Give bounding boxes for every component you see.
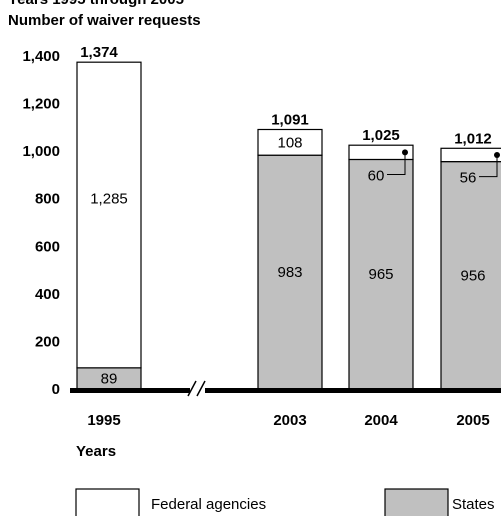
y-tick-label: 800 bbox=[35, 191, 60, 208]
axis-break-mark bbox=[196, 380, 206, 397]
bar-segment-federal-agencies bbox=[440, 147, 501, 163]
bar-segment-states bbox=[348, 158, 414, 390]
y-tick-label: 400 bbox=[35, 286, 60, 303]
y-tick-label: 0 bbox=[52, 381, 60, 398]
bar-segment-federal-agencies bbox=[76, 61, 142, 369]
leader-line bbox=[387, 152, 406, 175]
x-tick-label: 1995 bbox=[87, 412, 120, 429]
y-tick-label: 1,400 bbox=[22, 48, 60, 65]
legend-swatch bbox=[384, 488, 449, 516]
bar-segment-federal-agencies bbox=[348, 144, 414, 161]
data-label-federal-agencies: 108 bbox=[277, 134, 302, 151]
y-tick-label: 1,000 bbox=[22, 143, 60, 160]
total-label: 1,012 bbox=[454, 130, 492, 147]
bar-segment-states bbox=[440, 161, 501, 390]
leader-dot bbox=[402, 149, 408, 156]
legend-swatch bbox=[75, 488, 140, 516]
x-tick-label: 2004 bbox=[364, 412, 398, 429]
y-axis-title: Number of waiver requests bbox=[8, 12, 201, 29]
data-label-states: 956 bbox=[460, 267, 485, 284]
data-label-states: 983 bbox=[277, 264, 302, 281]
chart-title: Years 1995 through 2005 bbox=[8, 0, 184, 8]
bar-segment-federal-agencies bbox=[257, 128, 323, 156]
total-label: 1,091 bbox=[271, 111, 309, 128]
total-label: 1,374 bbox=[80, 44, 118, 61]
legend-label: Federal agencies bbox=[151, 496, 266, 513]
legend-label: States bbox=[452, 496, 495, 513]
leader-dot bbox=[494, 151, 500, 158]
y-tick-label: 1,200 bbox=[22, 96, 60, 113]
data-label-states: 965 bbox=[368, 266, 393, 283]
bar-segment-states bbox=[257, 154, 323, 390]
y-tick-label: 200 bbox=[35, 333, 60, 350]
y-tick-label: 600 bbox=[35, 238, 60, 255]
x-axis-line-right bbox=[205, 388, 501, 393]
axis-break-mark bbox=[187, 380, 197, 397]
data-label-federal-agencies: 56 bbox=[460, 170, 477, 187]
data-label-states: 89 bbox=[101, 370, 118, 387]
x-axis-line-left bbox=[70, 388, 190, 393]
x-tick-label: 2003 bbox=[273, 412, 306, 429]
x-tick-label: 2005 bbox=[456, 412, 489, 429]
data-label-federal-agencies: 60 bbox=[368, 167, 385, 184]
data-label-federal-agencies: 1,285 bbox=[90, 191, 128, 208]
total-label: 1,025 bbox=[362, 127, 400, 144]
leader-line bbox=[479, 154, 498, 178]
x-axis-title: Years bbox=[76, 443, 116, 460]
